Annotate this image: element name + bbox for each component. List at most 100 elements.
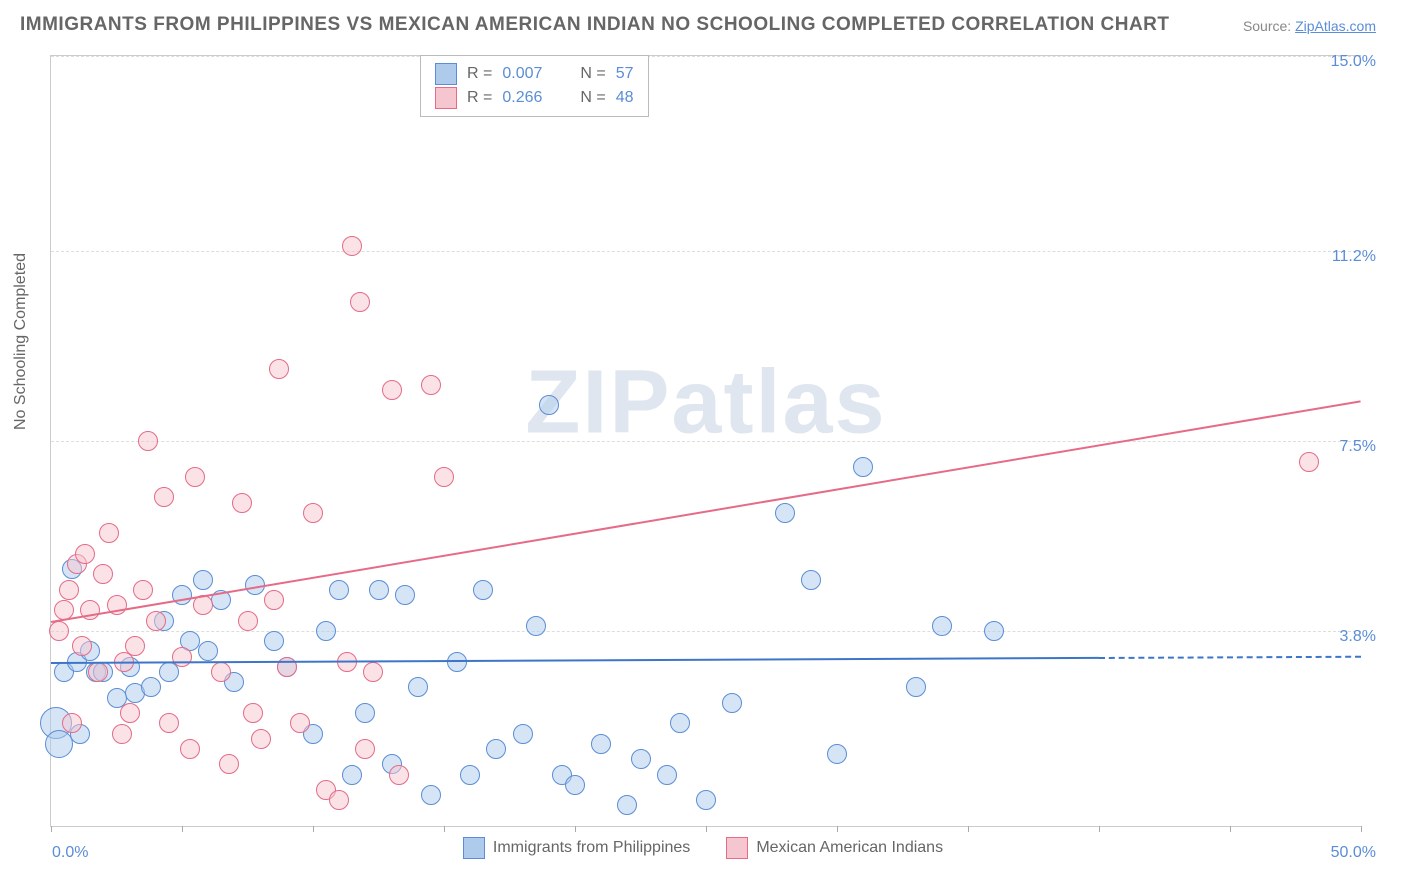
data-point-philippines <box>591 734 611 754</box>
data-point-philippines <box>617 795 637 815</box>
chart-plot-area: ZIPatlas <box>50 55 1361 827</box>
data-point-philippines <box>722 693 742 713</box>
legend-item-philippines: Immigrants from Philippines <box>463 837 690 859</box>
data-point-philippines <box>853 457 873 477</box>
data-point-philippines <box>984 621 1004 641</box>
data-point-philippines <box>906 677 926 697</box>
data-point-mexican <box>421 375 441 395</box>
data-point-mexican <box>264 590 284 610</box>
data-point-mexican <box>290 713 310 733</box>
legend-label-mexican: Mexican American Indians <box>756 839 943 857</box>
data-point-mexican <box>185 467 205 487</box>
data-point-mexican <box>138 431 158 451</box>
y-axis-label: No Schooling Completed <box>12 253 30 430</box>
data-point-philippines <box>539 395 559 415</box>
legend-row-philippines: R = 0.007N = 57 <box>435 62 634 86</box>
data-point-philippines <box>670 713 690 733</box>
data-point-philippines <box>141 677 161 697</box>
data-point-mexican <box>159 713 179 733</box>
data-point-mexican <box>75 544 95 564</box>
data-point-philippines <box>193 570 213 590</box>
legend-swatch-mexican <box>726 837 748 859</box>
y-tick-label: 3.8% <box>1340 628 1376 646</box>
chart-title: IMMIGRANTS FROM PHILIPPINES VS MEXICAN A… <box>20 14 1170 36</box>
trend-line-dash-philippines <box>1099 655 1361 658</box>
x-tick-mark <box>51 826 52 832</box>
x-tick-mark <box>313 826 314 832</box>
legend-swatch-philippines <box>463 837 485 859</box>
data-point-mexican <box>350 292 370 312</box>
data-point-philippines <box>198 641 218 661</box>
data-point-mexican <box>112 724 132 744</box>
data-point-philippines <box>932 616 952 636</box>
gridline <box>51 441 1361 442</box>
data-point-mexican <box>211 662 231 682</box>
data-point-mexican <box>1299 452 1319 472</box>
data-point-philippines <box>486 739 506 759</box>
data-point-mexican <box>243 703 263 723</box>
data-point-mexican <box>62 713 82 733</box>
data-point-mexican <box>251 729 271 749</box>
data-point-mexican <box>72 636 92 656</box>
data-point-philippines <box>329 580 349 600</box>
data-point-philippines <box>657 765 677 785</box>
data-point-mexican <box>329 790 349 810</box>
data-point-philippines <box>473 580 493 600</box>
data-point-mexican <box>49 621 69 641</box>
data-point-philippines <box>696 790 716 810</box>
y-tick-label: 15.0% <box>1331 53 1376 71</box>
legend-row-mexican: R = 0.266N = 48 <box>435 86 634 110</box>
data-point-mexican <box>363 662 383 682</box>
data-point-philippines <box>355 703 375 723</box>
source-label: Source: ZipAtlas.com <box>1243 18 1376 34</box>
source-link[interactable]: ZipAtlas.com <box>1295 18 1376 34</box>
data-point-philippines <box>460 765 480 785</box>
data-point-mexican <box>238 611 258 631</box>
series-legend: Immigrants from Philippines Mexican Ameri… <box>0 837 1406 864</box>
x-tick-mark <box>1230 826 1231 832</box>
data-point-mexican <box>154 487 174 507</box>
data-point-mexican <box>93 564 113 584</box>
correlation-legend: R = 0.007N = 57R = 0.266N = 48 <box>420 55 649 117</box>
data-point-mexican <box>120 703 140 723</box>
x-tick-mark <box>706 826 707 832</box>
x-tick-mark <box>1361 826 1362 832</box>
gridline <box>51 56 1361 57</box>
data-point-mexican <box>133 580 153 600</box>
x-tick-mark <box>182 826 183 832</box>
source-prefix: Source: <box>1243 18 1291 34</box>
gridline <box>51 631 1361 632</box>
data-point-philippines <box>264 631 284 651</box>
legend-swatch-mexican <box>435 87 457 109</box>
data-point-mexican <box>382 380 402 400</box>
data-point-philippines <box>342 765 362 785</box>
x-tick-mark <box>837 826 838 832</box>
data-point-philippines <box>395 585 415 605</box>
data-point-mexican <box>389 765 409 785</box>
data-point-mexican <box>269 359 289 379</box>
data-point-mexican <box>180 739 200 759</box>
data-point-mexican <box>355 739 375 759</box>
data-point-philippines <box>421 785 441 805</box>
data-point-mexican <box>88 662 108 682</box>
data-point-philippines <box>408 677 428 697</box>
data-point-mexican <box>434 467 454 487</box>
x-tick-mark <box>968 826 969 832</box>
data-point-philippines <box>369 580 389 600</box>
data-point-philippines <box>775 503 795 523</box>
data-point-mexican <box>172 647 192 667</box>
data-point-philippines <box>827 744 847 764</box>
data-point-mexican <box>219 754 239 774</box>
data-point-mexican <box>99 523 119 543</box>
data-point-philippines <box>316 621 336 641</box>
data-point-mexican <box>125 636 145 656</box>
gridline <box>51 251 1361 252</box>
legend-swatch-philippines <box>435 63 457 85</box>
x-tick-mark <box>444 826 445 832</box>
data-point-philippines <box>526 616 546 636</box>
data-point-mexican <box>303 503 323 523</box>
data-point-philippines <box>45 730 73 758</box>
y-tick-label: 7.5% <box>1340 438 1376 456</box>
y-tick-label: 11.2% <box>1332 248 1376 266</box>
data-point-philippines <box>801 570 821 590</box>
